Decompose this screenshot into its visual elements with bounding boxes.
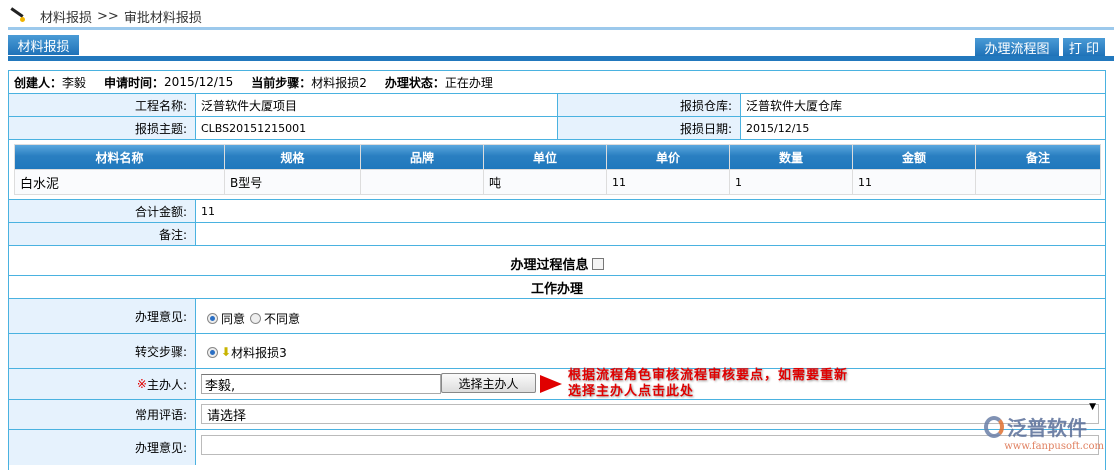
next-step-label: 转交步骤: [9,334,196,368]
handle-opinion-row: 办理意见: [9,430,1105,465]
apply-time: 2015/12/15 [164,75,234,89]
current-step: 材料报损2 [311,75,367,90]
materials-table: 材料名称 规格 品牌 单位 单价 数量 金额 备注 白水泥 B型号 吨 11 1… [14,144,1101,195]
info-row: 创建人： 李毅 申请时间： 2015/12/15 当前步骤： 材料报损2 办理状态：正… [9,71,1105,94]
work-title-row: 工作办理 [9,276,1105,299]
date-value: 2015/12/15 [746,121,810,135]
tab-bar [8,56,1114,61]
next-step-row: 转交步骤: ⬇ 材料报损3 [9,334,1105,369]
breadcrumb-parent[interactable]: 材料报损 [40,10,93,26]
col-amount: 金额 [853,145,976,169]
process-info-checkbox[interactable] [591,257,604,270]
cell-unit: 吨 [484,169,607,194]
col-qty: 数量 [730,145,853,169]
comment-select[interactable]: 请选择 ▼ [201,402,1099,424]
divider [8,27,1114,30]
select-handler-button[interactable]: 选择主办人 [441,373,536,393]
process-info-row: 办理过程信息 [9,246,1105,276]
logo-icon [984,415,1004,438]
subject-value: CLBS20151215001 [201,121,307,135]
remark-value [196,223,201,245]
creator-label: 创建人： [14,75,63,90]
logo-text: 泛普软件 [1007,416,1087,440]
total-label: 合计金额: [9,200,196,222]
logo: 泛普软件 www.fanpusoft.com [984,412,1106,456]
table-row: 白水泥 B型号 吨 11 1 11 [15,169,1100,194]
work-title: 工作办理 [530,281,583,297]
warehouse-label: 报损仓库: [557,94,741,116]
annotation-line: 选择主办人点击此处 [568,384,695,399]
comment-value: 请选择 [207,408,247,424]
opinion-row: 办理意见: 同意 不同意 [9,299,1105,334]
approval-form: 创建人： 李毅 申请时间： 2015/12/15 当前步骤： 材料报损2 办理状态：正… [8,70,1106,470]
down-arrow-icon: ⬇ [221,345,232,359]
breadcrumb-current: 审批材料报损 [123,10,202,26]
handle-opinion-label: 办理意见: [9,430,196,465]
handler-row: ※ 主办人: 李毅, 选择主办人 [9,369,1105,400]
form-row: 工程名称: 泛普软件大厦项目 报损仓库: 泛普软件大厦仓库 [9,94,1105,117]
annotation: 根据流程角色审核流程审核要点，如需要重新 选择主办人点击此处 [568,368,848,400]
step-label: 当前步骤： [251,75,312,90]
breadcrumb-separator: >> [97,8,119,24]
agree-radio[interactable] [207,312,218,324]
warehouse-value: 泛普软件大厦仓库 [746,98,843,113]
required-mark: ※ [136,377,147,391]
col-brand: 品牌 [361,145,484,169]
annotation-line: 根据流程角色审核流程审核要点，如需要重新 [568,368,849,383]
flow-chart-button[interactable]: 办理流程图 [975,38,1059,57]
agree-label[interactable]: 同意 [221,311,246,326]
cell-price: 11 [607,169,730,194]
col-price: 单价 [607,145,730,169]
col-unit: 单位 [484,145,607,169]
dropdown-arrow-icon: ▼ [1089,402,1096,412]
status: 正在办理 [444,75,493,90]
col-remark: 备注 [976,145,1100,169]
creator: 李毅 [62,75,87,90]
project-label: 工程名称: [9,94,196,116]
process-info-label: 办理过程信息 [510,258,589,273]
logo-url: www.fanpusoft.com [1004,441,1104,452]
handler-label: ※ 主办人: [9,369,196,399]
pen-icon [8,8,26,24]
project-value: 泛普软件大厦项目 [201,98,298,113]
cell-brand [361,169,484,194]
cell-amount: 11 [853,169,976,194]
cell-spec: B型号 [225,169,361,194]
remark-label: 备注: [9,223,196,245]
table-header: 材料名称 规格 品牌 单位 单价 数量 金额 备注 [15,145,1100,169]
cell-qty: 1 [730,169,853,194]
comment-row: 常用评语: 请选择 ▼ [9,400,1105,430]
tab-material-loss[interactable]: 材料报损 [8,35,79,55]
disagree-radio[interactable] [250,312,262,324]
handler-input[interactable]: 李毅, [201,374,441,394]
form-row: 报损主题: CLBS20151215001 报损日期: 2015/12/15 [9,117,1105,140]
col-spec: 规格 [225,145,361,169]
handle-opinion-input[interactable] [201,435,1099,455]
print-button[interactable]: 打 印 [1063,38,1105,57]
breadcrumb: 材料报损 >> 审批材料报损 [8,6,202,26]
opinion-label: 办理意见: [9,299,196,333]
comment-label: 常用评语: [9,400,196,429]
apply-time-label: 申请时间： [104,75,165,90]
handler-label-text: 主办人: [146,377,187,392]
status-label: 办理状态： [384,75,445,90]
next-step-option[interactable]: 材料报损3 [231,345,287,360]
col-name: 材料名称 [15,145,225,169]
cell-name: 白水泥 [15,169,225,194]
cell-remark [976,169,1100,194]
disagree-label[interactable]: 不同意 [264,311,301,326]
materials-section: 材料名称 规格 品牌 单位 单价 数量 金额 备注 白水泥 B型号 吨 11 1… [9,140,1105,200]
total-value: 11 [201,204,215,218]
remark-row: 备注: [9,223,1105,246]
date-label: 报损日期: [557,117,741,139]
total-row: 合计金额: 11 [9,200,1105,223]
next-step-radio[interactable] [207,346,218,358]
red-arrow-icon [540,375,562,393]
subject-label: 报损主题: [9,117,196,139]
